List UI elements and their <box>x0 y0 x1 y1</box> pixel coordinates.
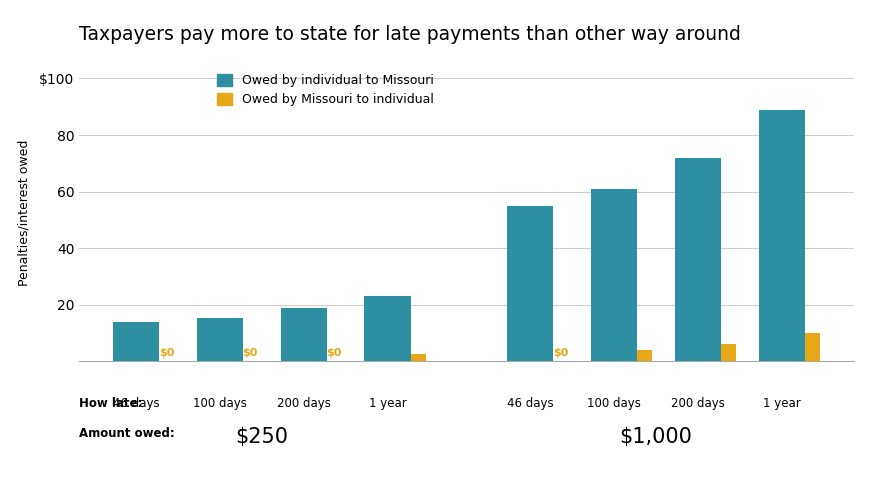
Text: 200 days: 200 days <box>671 397 725 410</box>
Bar <box>507 206 554 361</box>
Text: 100 days: 100 days <box>587 397 641 410</box>
Bar <box>675 158 721 361</box>
Text: $0: $0 <box>158 348 174 358</box>
Text: Amount owed:: Amount owed: <box>79 427 175 440</box>
Bar <box>637 350 652 361</box>
Bar <box>281 307 326 361</box>
Text: How late:: How late: <box>79 397 143 410</box>
Bar <box>591 189 637 361</box>
Bar <box>113 322 159 361</box>
Text: 46 days: 46 days <box>113 397 159 410</box>
Text: 100 days: 100 days <box>193 397 246 410</box>
Text: 46 days: 46 days <box>507 397 554 410</box>
Text: $0: $0 <box>326 348 342 358</box>
Bar <box>721 345 737 361</box>
Text: 1 year: 1 year <box>763 397 801 410</box>
Text: 200 days: 200 days <box>276 397 331 410</box>
Text: $1,000: $1,000 <box>620 427 693 446</box>
Bar <box>805 333 820 361</box>
Bar <box>411 354 426 361</box>
Y-axis label: Penalties/interest owed: Penalties/interest owed <box>18 140 31 286</box>
Legend: Owed by individual to Missouri, Owed by Missouri to individual: Owed by individual to Missouri, Owed by … <box>217 74 434 106</box>
Bar <box>759 109 805 361</box>
Text: $250: $250 <box>235 427 288 446</box>
Text: 1 year: 1 year <box>369 397 407 410</box>
Text: $0: $0 <box>554 348 568 358</box>
Bar <box>196 317 243 361</box>
Text: $0: $0 <box>243 348 258 358</box>
Bar <box>364 297 411 361</box>
Text: Taxpayers pay more to state for late payments than other way around: Taxpayers pay more to state for late pay… <box>79 25 741 44</box>
